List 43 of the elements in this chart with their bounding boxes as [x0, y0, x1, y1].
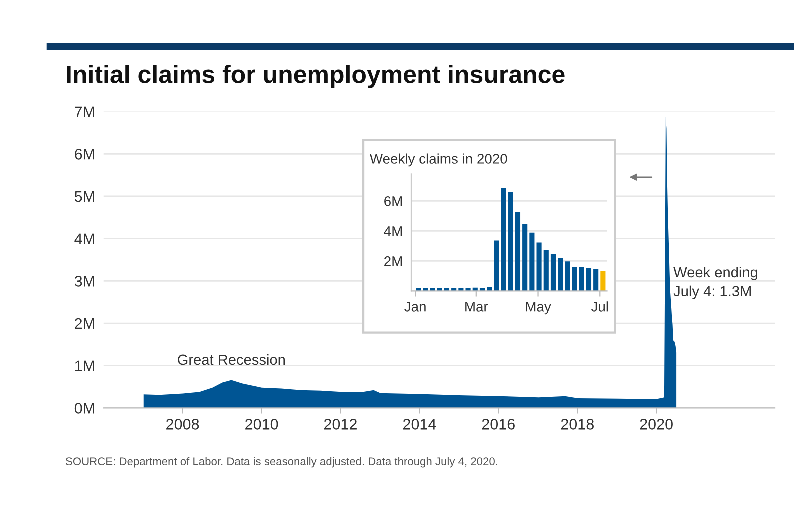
y-tick-label: 0M	[74, 403, 94, 414]
y-tick-label: 5M	[74, 192, 94, 202]
bar	[494, 240, 500, 292]
bar	[530, 232, 535, 292]
chart-title: Initial claims for unemployment insurance	[67, 65, 565, 88]
annotation: Week ending July 4: 1.3M	[674, 266, 758, 300]
x-tick-label: Jul	[591, 302, 608, 312]
source-note: SOURCE: Department of Labor. Data is seasonally adjusted. Data through July 4, 2020.	[66, 457, 498, 468]
y-tick-label: 7M	[75, 106, 94, 118]
x-tick-label: Jan	[404, 302, 426, 312]
bar	[565, 262, 570, 292]
chart-title: Weekly claims in 2020	[370, 154, 508, 167]
bar	[550, 254, 556, 292]
annotation: Great Recession	[178, 354, 285, 366]
x-tick-label: May	[526, 302, 552, 315]
x-tick-label: 2020	[640, 419, 673, 430]
bar	[501, 188, 506, 292]
bar	[536, 242, 542, 292]
x-tick-label: 2014	[404, 419, 436, 430]
bar	[586, 268, 592, 292]
bar	[579, 267, 584, 292]
y-tick-label: 1M	[75, 360, 94, 372]
bar	[522, 224, 528, 292]
x-tick-label: 2012	[324, 419, 357, 430]
y-tick-label: 2M	[75, 318, 94, 330]
y-tick-label: 4M	[384, 226, 402, 236]
x-tick-label: 2016	[482, 419, 515, 430]
bar	[572, 267, 578, 292]
bar	[508, 192, 514, 292]
y-tick-label: 3M	[74, 276, 94, 287]
bar	[544, 250, 549, 292]
y-tick-label: 4M	[74, 234, 94, 244]
x-tick-label: Mar	[466, 302, 488, 312]
y-tick-label: 6M	[75, 149, 94, 160]
x-tick-label: 2018	[561, 419, 594, 430]
y-tick-label: 2M	[384, 256, 402, 266]
bar	[558, 258, 564, 292]
bar	[600, 272, 606, 292]
y-tick-label: 6M	[384, 196, 402, 206]
x-tick-label: 2010	[246, 419, 278, 430]
x-tick-label: 2008	[166, 419, 200, 430]
bar	[594, 269, 599, 292]
bar	[515, 212, 521, 292]
